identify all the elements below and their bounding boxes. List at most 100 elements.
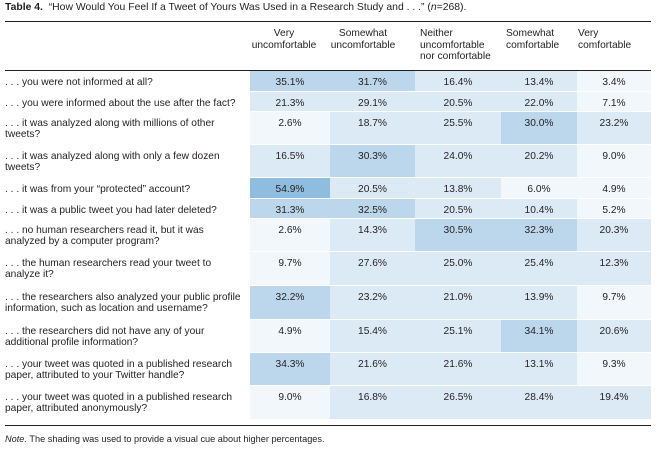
column-header-somewhat-comfortable: Somewhat comfortable xyxy=(506,28,560,51)
table-row: . . . you were not informed at all? 35.1%… xyxy=(5,71,651,92)
table-note: Note. The shading was used to provide a … xyxy=(5,434,325,444)
cell-value: 13.4% xyxy=(501,71,577,92)
table-title: “How Would You Feel If a Tweet of Yours … xyxy=(48,2,431,13)
header-rule xyxy=(5,70,651,71)
cell-value: 9.7% xyxy=(250,251,330,286)
cell-value: 31.7% xyxy=(330,71,415,92)
bottom-rule xyxy=(5,425,651,426)
cell-value: 7.1% xyxy=(577,91,651,112)
cell-value: 30.0% xyxy=(501,111,577,145)
cell-value: 13.9% xyxy=(501,285,577,320)
cell-value: 29.1% xyxy=(330,91,415,112)
cell-value: 32.2% xyxy=(250,285,330,320)
cell-value: 16.4% xyxy=(415,71,501,92)
cell-value: 32.3% xyxy=(501,218,577,252)
table-row: . . . you were informed about the use af… xyxy=(5,91,651,112)
cell-value: 27.6% xyxy=(330,251,415,286)
cell-value: 2.6% xyxy=(250,111,330,145)
cell-value: 28.4% xyxy=(501,385,577,420)
response-table: . . . you were not informed at all? 35.1%… xyxy=(5,71,651,420)
cell-value: 9.7% xyxy=(577,285,651,320)
cell-value: 9.3% xyxy=(577,352,651,386)
table-row: . . . it was analyzed along with million… xyxy=(5,111,651,145)
cell-value: 3.4% xyxy=(577,71,651,92)
column-header-very-uncomfortable: Very uncomfortable xyxy=(251,28,317,51)
row-label: . . . the human researchers read your tw… xyxy=(5,251,250,286)
row-label: . . . your tweet was quoted in a publish… xyxy=(5,385,250,420)
cell-value: 20.6% xyxy=(577,319,651,353)
table-row: . . . the researchers did not have any o… xyxy=(5,319,651,353)
table-row: . . . no human researchers read it, but … xyxy=(5,218,651,252)
cell-value: 54.9% xyxy=(250,177,330,199)
table-caption: Table 4. “How Would You Feel If a Tweet … xyxy=(5,2,466,13)
cell-value: 30.3% xyxy=(330,144,415,178)
cell-value: 13.8% xyxy=(415,177,501,199)
row-label: . . . you were not informed at all? xyxy=(5,71,250,92)
cell-value: 35.1% xyxy=(250,71,330,92)
cell-value: 21.6% xyxy=(330,352,415,386)
row-label: . . . the researchers did not have any o… xyxy=(5,319,250,353)
cell-value: 20.5% xyxy=(415,91,501,112)
cell-value: 34.3% xyxy=(250,352,330,386)
cell-value: 25.1% xyxy=(415,319,501,353)
table-row: . . . it was from your “protected” accou… xyxy=(5,177,651,199)
cell-value: 4.9% xyxy=(250,319,330,353)
table-row: . . . the human researchers read your tw… xyxy=(5,251,651,286)
note-label: Note. xyxy=(5,434,27,444)
row-label: . . . it was analyzed along with million… xyxy=(5,111,250,145)
row-label: . . . it was analyzed along with only a … xyxy=(5,144,250,178)
cell-value: 24.0% xyxy=(415,144,501,178)
cell-value: 16.5% xyxy=(250,144,330,178)
cell-value: 20.3% xyxy=(577,218,651,252)
row-label: . . . you were informed about the use af… xyxy=(5,91,250,112)
cell-value: 6.0% xyxy=(501,177,577,199)
cell-value: 20.5% xyxy=(330,177,415,199)
cell-value: 25.0% xyxy=(415,251,501,286)
table-row: . . . the researchers also analyzed your… xyxy=(5,285,651,320)
table-row: . . . your tweet was quoted in a publish… xyxy=(5,352,651,386)
cell-value: 19.4% xyxy=(577,385,651,420)
column-header-somewhat-uncomfortable: Somewhat uncomfortable xyxy=(330,28,396,51)
cell-value: 32.5% xyxy=(330,198,415,219)
cell-value: 15.4% xyxy=(330,319,415,353)
cell-value: 12.3% xyxy=(577,251,651,286)
cell-value: 23.2% xyxy=(330,285,415,320)
cell-value: 23.2% xyxy=(577,111,651,145)
cell-value: 21.0% xyxy=(415,285,501,320)
cell-value: 16.8% xyxy=(330,385,415,420)
cell-value: 10.4% xyxy=(501,198,577,219)
cell-value: 34.1% xyxy=(501,319,577,353)
cell-value: 9.0% xyxy=(250,385,330,420)
row-label: . . . your tweet was quoted in a publish… xyxy=(5,352,250,386)
table-number: Table 4. xyxy=(5,2,43,13)
table-row: . . . your tweet was quoted in a publish… xyxy=(5,385,651,420)
cell-value: 14.3% xyxy=(330,218,415,252)
table-row: . . . it was analyzed along with only a … xyxy=(5,144,651,178)
row-label: . . . it was from your “protected” accou… xyxy=(5,177,250,199)
cell-value: 21.6% xyxy=(415,352,501,386)
column-header-neither: Neither uncomfortable nor comfortable xyxy=(420,28,491,62)
cell-value: 25.4% xyxy=(501,251,577,286)
sample-size-symbol: n xyxy=(430,2,437,13)
cell-value: 30.5% xyxy=(415,218,501,252)
cell-value: 4.9% xyxy=(577,177,651,199)
cell-value: 5.2% xyxy=(577,198,651,219)
row-label: . . . no human researchers read it, but … xyxy=(5,218,250,252)
cell-value: 22.0% xyxy=(501,91,577,112)
cell-value: 2.6% xyxy=(250,218,330,252)
cell-value: 21.3% xyxy=(250,91,330,112)
cell-value: 13.1% xyxy=(501,352,577,386)
table-row: . . . it was a public tweet you had late… xyxy=(5,198,651,219)
cell-value: 31.3% xyxy=(250,198,330,219)
table-body: . . . you were not informed at all? 35.1%… xyxy=(5,71,651,420)
cell-value: 20.5% xyxy=(415,198,501,219)
row-label: . . . it was a public tweet you had late… xyxy=(5,198,250,219)
top-rule xyxy=(5,21,651,22)
row-label: . . . the researchers also analyzed your… xyxy=(5,285,250,320)
column-header-very-comfortable: Very comfortable xyxy=(578,28,632,51)
note-text: The shading was used to provide a visual… xyxy=(26,434,325,444)
cell-value: 18.7% xyxy=(330,111,415,145)
sample-size-value: =268). xyxy=(436,2,467,13)
cell-value: 25.5% xyxy=(415,111,501,145)
cell-value: 9.0% xyxy=(577,144,651,178)
